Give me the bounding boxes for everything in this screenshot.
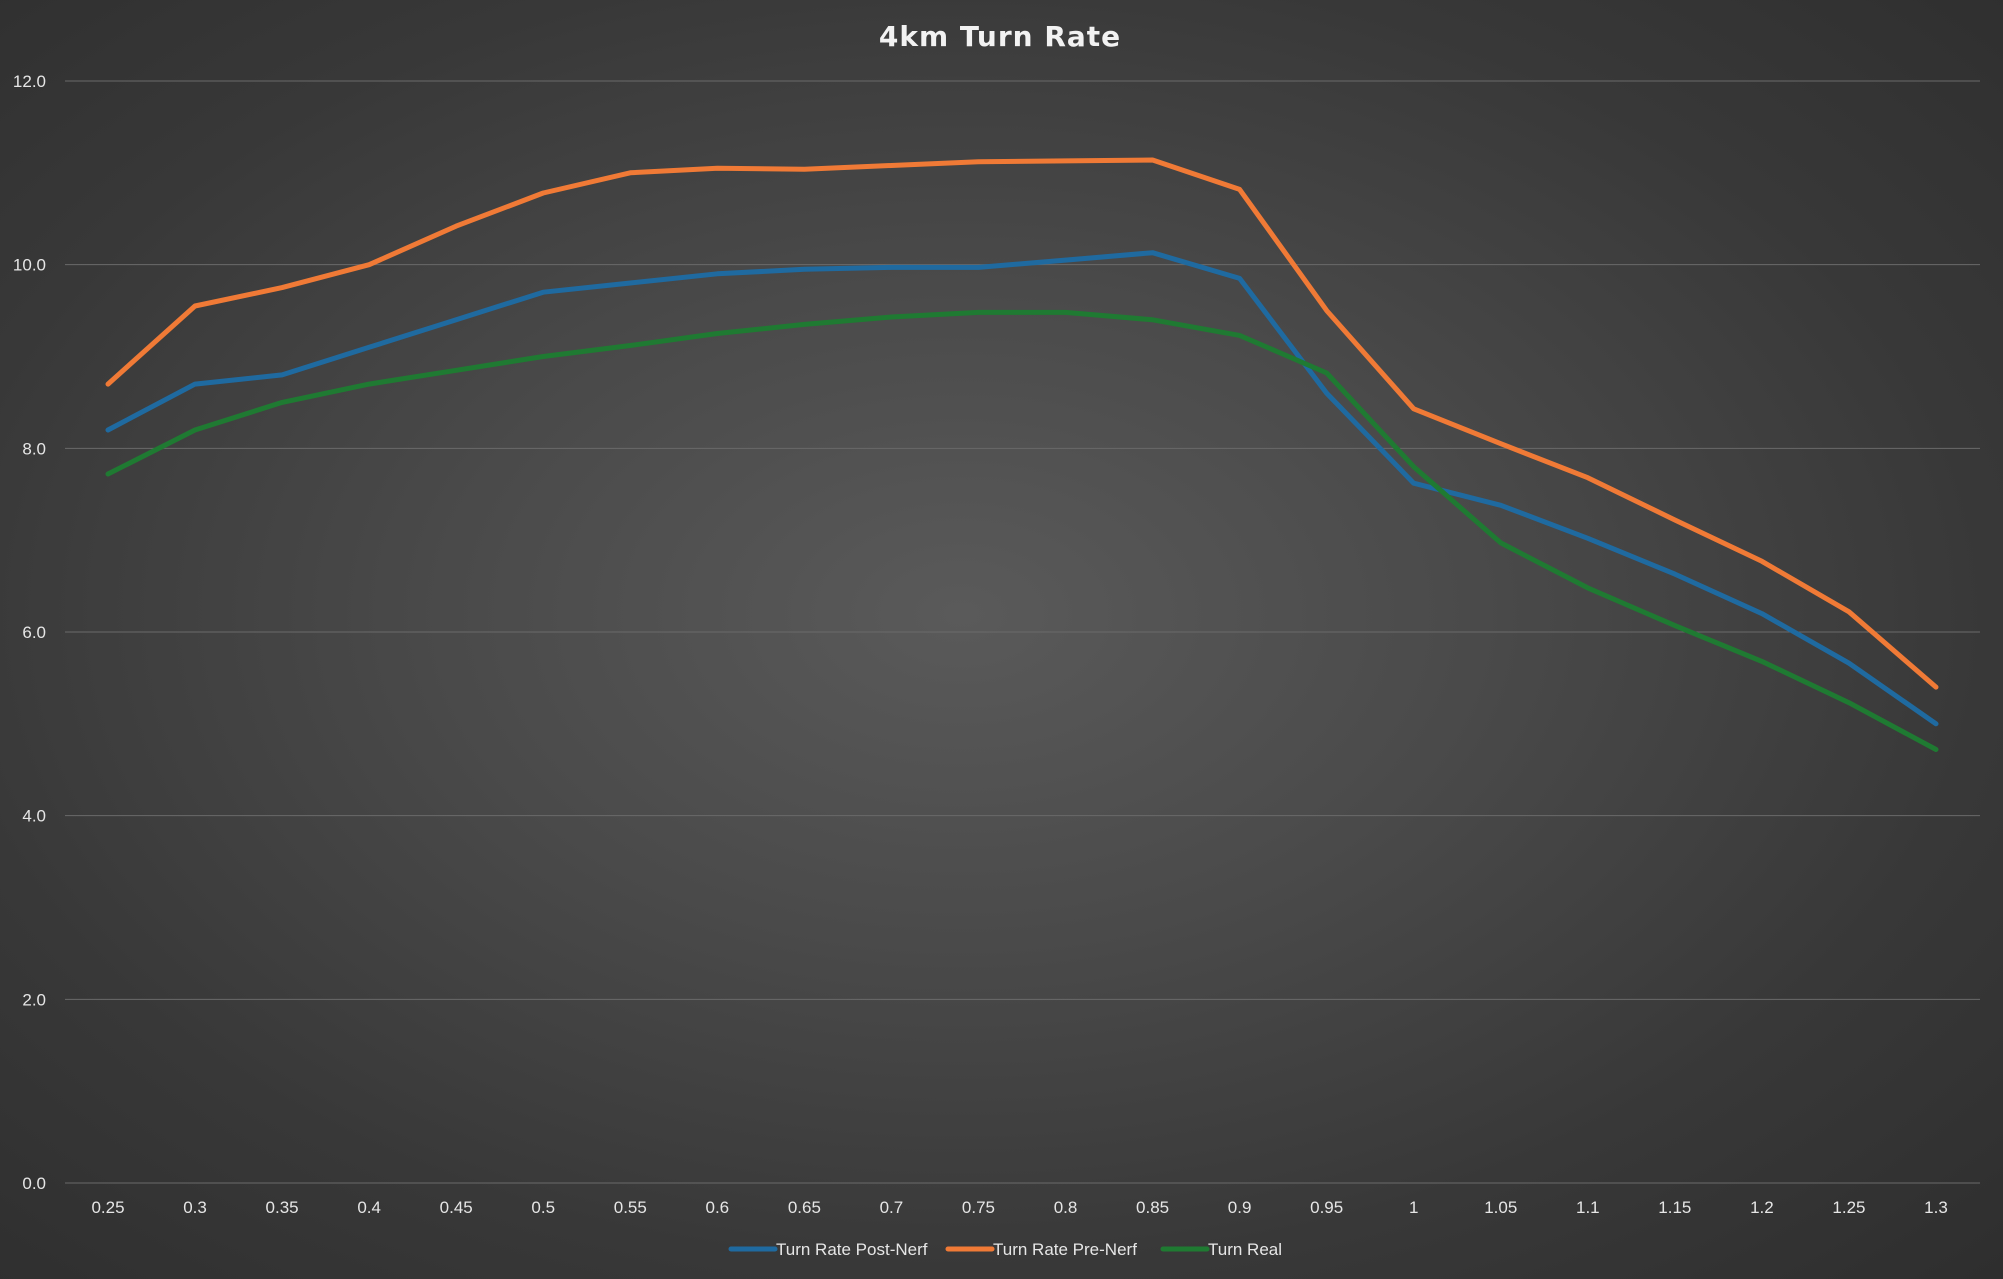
x-tick-label: 0.95 — [1310, 1198, 1343, 1217]
x-tick-label: 1.05 — [1484, 1198, 1517, 1217]
x-tick-label: 0.75 — [962, 1198, 995, 1217]
x-tick-label: 1.3 — [1924, 1198, 1948, 1217]
series-line-1 — [105, 157, 1939, 690]
y-tick-label: 0.0 — [22, 1174, 46, 1193]
x-tick-label: 0.9 — [1228, 1198, 1252, 1217]
x-tick-label: 0.65 — [788, 1198, 821, 1217]
y-tick-label: 10.0 — [13, 256, 46, 275]
series-lines — [105, 157, 1939, 752]
x-tick-label: 0.45 — [440, 1198, 473, 1217]
legend-label: Turn Rate Post-Nerf — [776, 1240, 928, 1259]
x-tick-label: 1.2 — [1750, 1198, 1774, 1217]
series-line-2 — [105, 309, 1939, 752]
x-tick-label: 0.35 — [266, 1198, 299, 1217]
x-tick-label: 1 — [1409, 1198, 1418, 1217]
legend-label: Turn Rate Pre-Nerf — [993, 1240, 1137, 1259]
x-tick-label: 0.25 — [91, 1198, 124, 1217]
y-tick-label: 4.0 — [22, 807, 46, 826]
x-tick-label: 0.55 — [614, 1198, 647, 1217]
x-tick-label: 1.25 — [1832, 1198, 1865, 1217]
legend-label: Turn Real — [1208, 1240, 1282, 1259]
legend-entry: Turn Rate Pre-Nerf — [945, 1240, 1137, 1259]
y-tick-label: 2.0 — [22, 990, 46, 1009]
x-tick-label: 0.85 — [1136, 1198, 1169, 1217]
x-tick-label: 0.6 — [706, 1198, 730, 1217]
x-tick-label: 0.8 — [1054, 1198, 1078, 1217]
chart-title: 4km Turn Rate — [879, 20, 1121, 53]
y-tick-label: 8.0 — [22, 439, 46, 458]
y-axis-ticks: 0.0 2.0 4.0 6.0 8.0 10.0 12.0 — [13, 72, 46, 1193]
series-line-0 — [105, 250, 1939, 727]
x-tick-label: 1.15 — [1658, 1198, 1691, 1217]
y-tick-label: 12.0 — [13, 72, 46, 91]
x-tick-label: 0.3 — [183, 1198, 207, 1217]
x-tick-label: 1.1 — [1576, 1198, 1600, 1217]
legend-entry: Turn Rate Post-Nerf — [728, 1240, 928, 1259]
legend-entry: Turn Real — [1160, 1240, 1282, 1259]
x-tick-label: 0.4 — [357, 1198, 381, 1217]
x-tick-label: 0.5 — [531, 1198, 555, 1217]
x-tick-label: 0.7 — [880, 1198, 904, 1217]
legend: Turn Rate Post-Nerf Turn Rate Pre-Nerf Tur… — [728, 1240, 1282, 1259]
y-tick-label: 6.0 — [22, 623, 46, 642]
x-axis-ticks: 0.25 0.3 0.35 0.4 0.45 0.5 0.55 0.6 0.65 0.7 0.75 0… — [91, 1198, 1947, 1217]
